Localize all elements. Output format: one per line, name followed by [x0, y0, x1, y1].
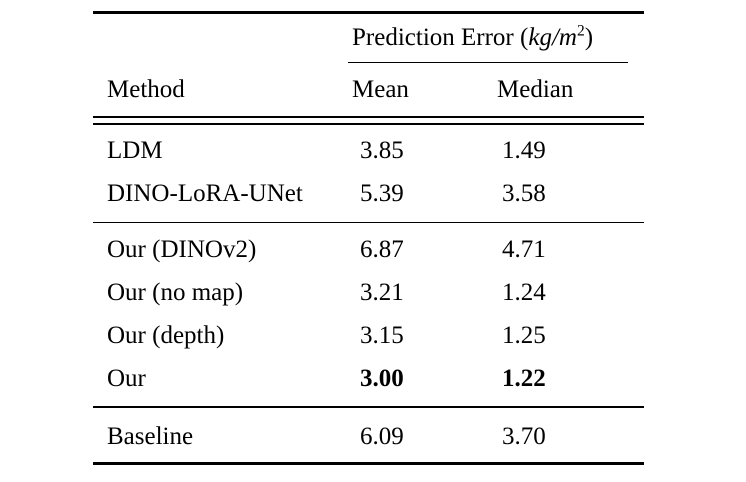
- mean-cell: 6.87: [360, 235, 404, 263]
- span-header-unit: kg/m: [528, 23, 577, 51]
- median-cell: 1.49: [502, 137, 546, 165]
- table-row: Our (no map) 3.21 1.24: [93, 271, 644, 314]
- method-cell: Our (depth): [107, 321, 225, 349]
- median-cell: 1.24: [502, 278, 546, 306]
- table-row: LDM 3.85 1.49: [93, 130, 644, 173]
- double-rule: [93, 116, 644, 125]
- span-header: Prediction Error (kg/m2): [352, 22, 644, 52]
- span-header-row: Prediction Error (kg/m2): [93, 14, 644, 62]
- mean-cell: 3.00: [360, 364, 404, 392]
- section-baseline: Baseline 6.09 3.70: [93, 408, 644, 462]
- bottom-rule: [93, 462, 644, 465]
- cmid-rule: [348, 61, 628, 64]
- table-row: DINO-LoRA-UNet 5.39 3.58: [93, 173, 644, 216]
- table-row: Our (depth) 3.15 1.25: [93, 314, 644, 357]
- span-header-suffix: ): [584, 23, 594, 51]
- mean-cell: 3.85: [360, 137, 404, 165]
- median-column-header: Median: [497, 75, 574, 103]
- mean-column-header: Mean: [352, 75, 409, 103]
- column-header-row: Method Mean Median: [93, 63, 644, 116]
- table-row: Baseline 6.09 3.70: [93, 415, 644, 458]
- median-cell: 1.25: [502, 321, 546, 349]
- table-row-best: Our 3.00 1.22: [93, 357, 644, 400]
- method-column-header: Method: [107, 75, 185, 103]
- section-ours: Our (DINOv2) 6.87 4.71 Our (no map) 3.21…: [93, 223, 644, 406]
- results-table: Prediction Error (kg/m2) Method Mean Med…: [93, 11, 644, 465]
- top-rule: [93, 11, 644, 14]
- table-row: Our (DINOv2) 6.87 4.71: [93, 228, 644, 271]
- median-cell: 1.22: [502, 364, 546, 392]
- method-cell: DINO-LoRA-UNet: [107, 180, 303, 208]
- method-cell: Our (DINOv2): [107, 235, 257, 263]
- mean-cell: 6.09: [360, 422, 404, 450]
- section-rule: [93, 406, 644, 409]
- median-cell: 4.71: [502, 235, 546, 263]
- mean-cell: 3.21: [360, 278, 404, 306]
- mean-cell: 5.39: [360, 180, 404, 208]
- mean-cell: 3.15: [360, 321, 404, 349]
- method-cell: Baseline: [107, 422, 194, 450]
- method-cell: Our (no map): [107, 278, 244, 306]
- span-header-prefix: Prediction Error (: [352, 23, 529, 51]
- median-cell: 3.58: [502, 180, 546, 208]
- method-cell: LDM: [107, 137, 163, 165]
- span-header-superscript: 2: [576, 22, 585, 40]
- section-rule: [93, 221, 644, 224]
- section-baselines: LDM 3.85 1.49 DINO-LoRA-UNet 5.39 3.58: [93, 125, 644, 222]
- median-cell: 3.70: [502, 422, 546, 450]
- method-cell: Our: [107, 364, 146, 392]
